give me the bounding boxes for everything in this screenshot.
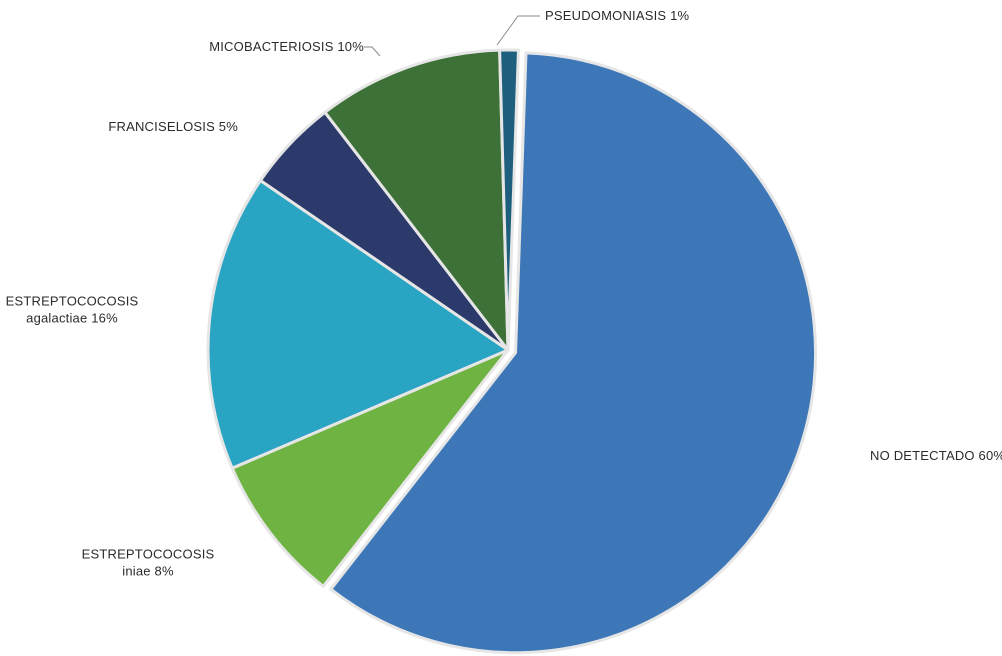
pie-slice-pseudomoniasis-1: [498, 48, 520, 352]
pie-slice-no-detectado-60: [329, 51, 818, 655]
slice-label-estreptococosis-agalactiae-16: ESTREPTOCOCOSIS agalactiae 16%: [6, 294, 139, 326]
slice-label-franciselosis-5: FRANCISELOSIS 5%: [108, 119, 238, 134]
leader-line-micobacteriosis-10: [364, 46, 381, 57]
pie-slices: [206, 48, 818, 655]
slice-label-estreptococosis-iniae-8: ESTREPTOCOCOSIS iniae 8%: [82, 547, 215, 579]
slice-label-no-detectado-60: NO DETECTADO 60%: [870, 448, 1002, 463]
slice-label-micobacteriosis-10: MICOBACTERIOSIS 10%: [209, 39, 364, 54]
leader-lines: [364, 15, 540, 57]
pie-slice-estreptococosis-agalactiae-16: [206, 179, 510, 470]
pie-slice-estreptococosis-iniae-8: [230, 348, 510, 588]
slice-label-pseudomoniasis-1: PSEUDOMONIASIS 1%: [545, 8, 690, 23]
leader-line-pseudomoniasis-1: [496, 15, 540, 46]
pie-slice-micobacteriosis-10: [323, 48, 510, 352]
slice-labels: NO DETECTADO 60% ESTREPTOCOCOSIS iniae 8% E…: [6, 8, 1002, 579]
